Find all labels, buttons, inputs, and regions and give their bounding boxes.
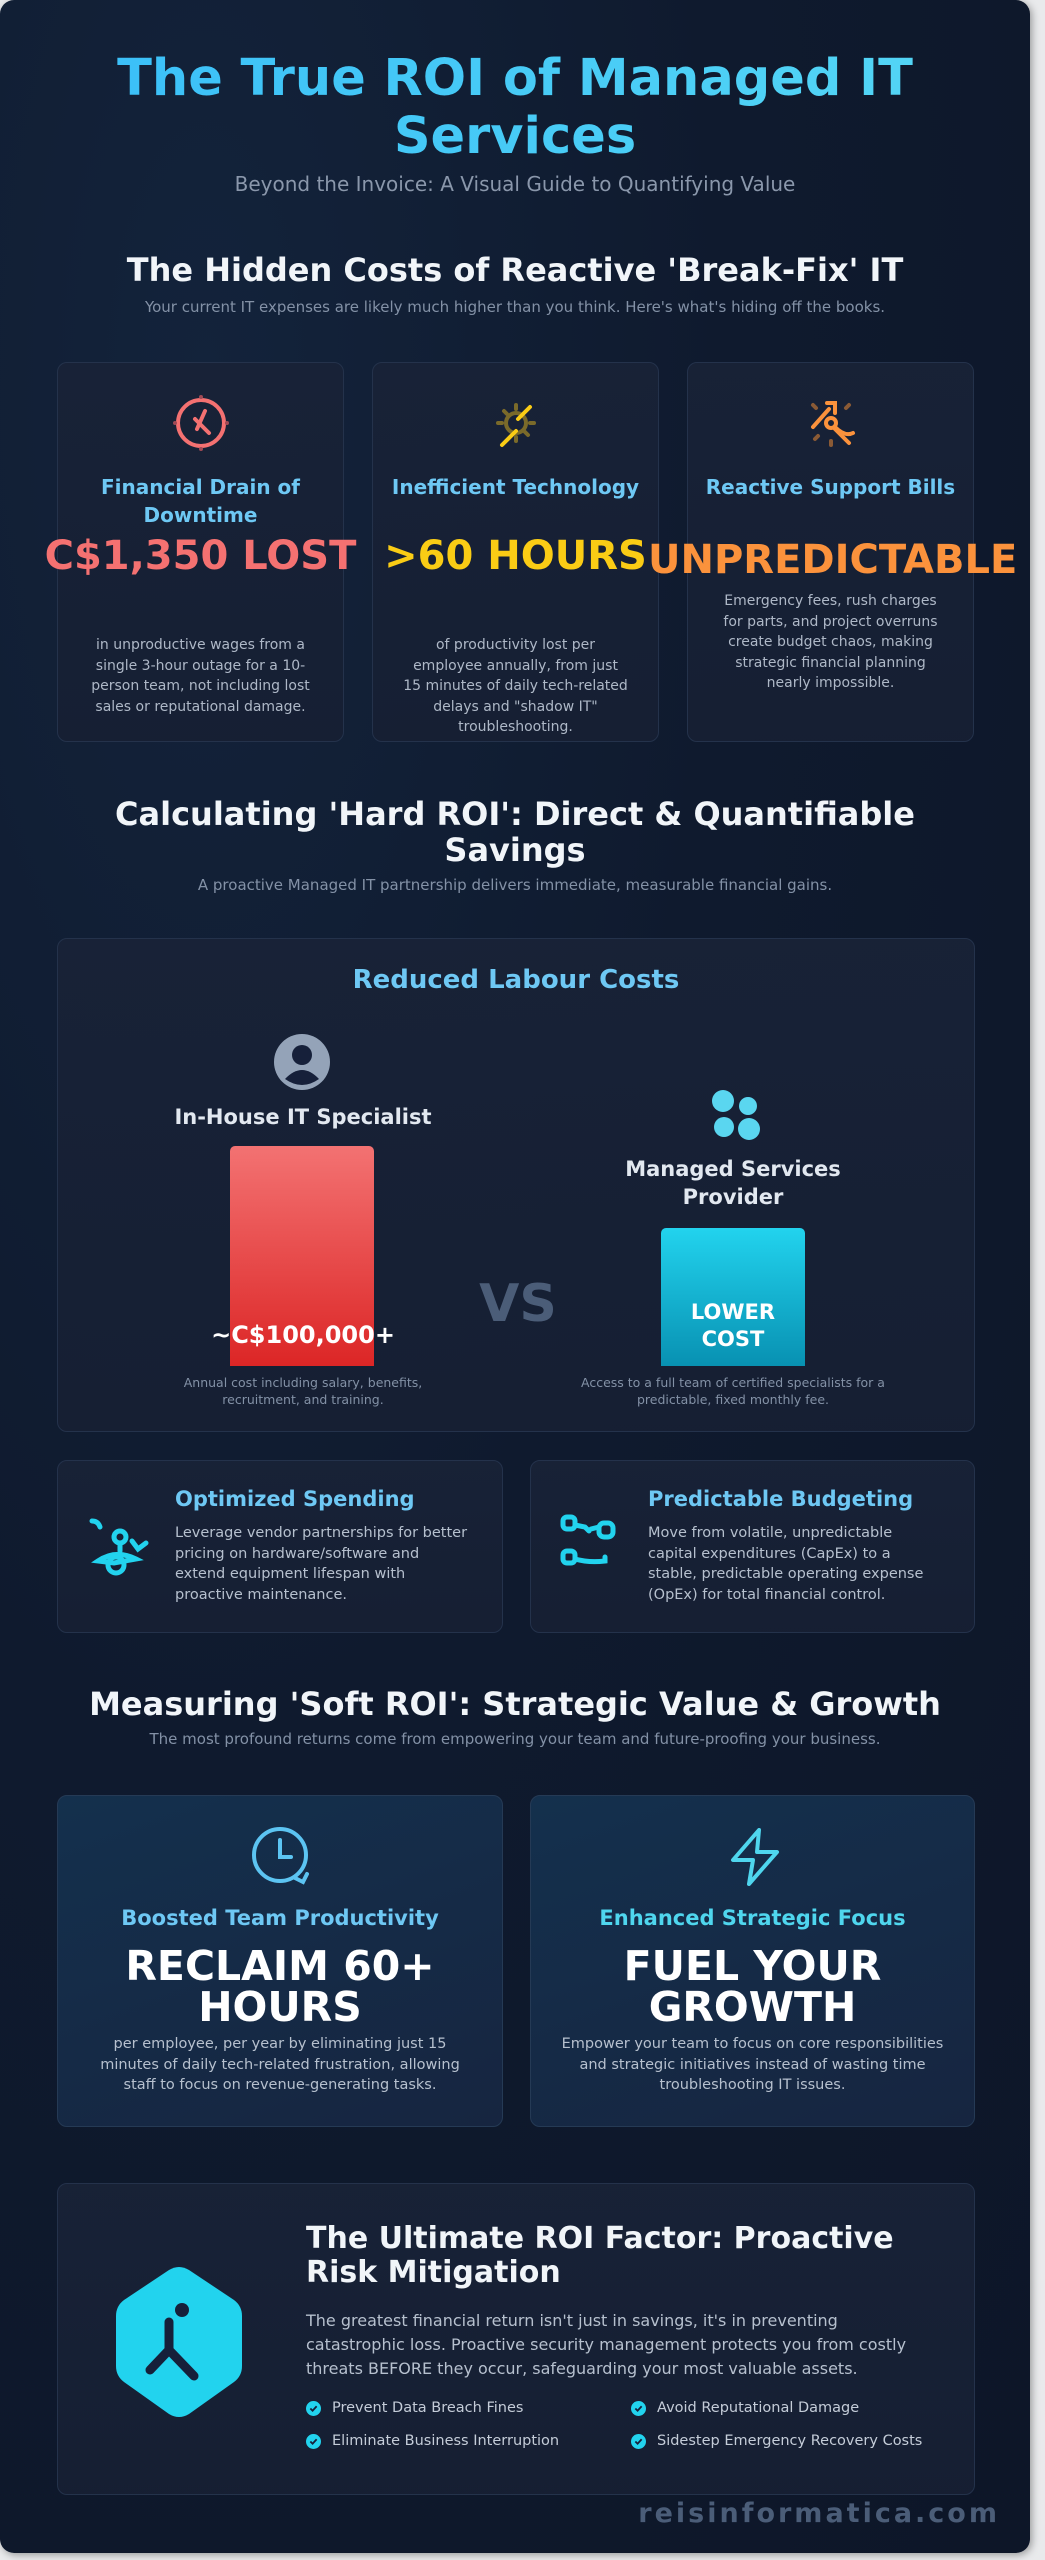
hidden-costs-subtitle: Your current IT expenses are likely much…: [144, 298, 886, 316]
cost-card-description: Emergency fees, rush charges for parts, …: [723, 593, 938, 691]
risk-benefit-label: Eliminate Business Interruption: [332, 2433, 560, 2449]
user-icon: [274, 1034, 330, 1090]
risk-benefit-item: Avoid Reputational Damage: [631, 2400, 946, 2416]
cost-card-title: Inefficient Technology: [391, 475, 640, 499]
broken-clock-icon: [172, 395, 229, 451]
team-icon: [712, 1090, 760, 1140]
check-circle-icon: [306, 2433, 321, 2449]
feature-card-optimized-spending: Optimized Spending Leverage vendor partn…: [57, 1460, 503, 1633]
cost-card-stat: >60 HOURS: [384, 533, 647, 579]
soft-card-title: Boosted Team Productivity: [121, 1906, 439, 1930]
in-house-note: Annual cost including salary, benefits, …: [183, 1375, 423, 1407]
cost-card-description: of productivity lost per employee annual…: [403, 637, 628, 735]
risk-benefit-label: Sidestep Emergency Recovery Costs: [657, 2433, 923, 2449]
page-title: The True ROI of Managed IT Services: [0, 50, 1030, 166]
shield-hex-icon: [116, 2267, 242, 2417]
hard-roi-subtitle: A proactive Managed IT partnership deliv…: [197, 876, 833, 894]
broken-gear-icon: [495, 403, 536, 447]
cost-card-title: Reactive Support Bills: [705, 475, 956, 499]
risk-benefits-list: Prevent Data Breach Fines Avoid Reputati…: [306, 2400, 946, 2449]
msp-label: Managed Services Provider: [625, 1157, 841, 1209]
labour-costs-title: Reduced Labour Costs: [352, 965, 680, 995]
check-circle-icon: [631, 2433, 646, 2449]
soft-card-stat: RECLAIM 60+ HOURS: [125, 1942, 435, 2031]
in-house-cost-value: ~C$100,000+: [211, 1321, 395, 1349]
soft-roi-title: Measuring 'Soft ROI': Strategic Value & …: [89, 1685, 941, 1723]
labour-costs-card: Reduced Labour Costs In-House IT Special…: [57, 938, 975, 1432]
msp-note: Access to a full team of certified speci…: [581, 1375, 885, 1407]
lightning-icon: [731, 1828, 779, 1886]
soft-roi-subtitle: The most profound returns come from empo…: [149, 1730, 881, 1748]
page-subtitle: Beyond the Invoice: A Visual Guide to Qu…: [234, 172, 796, 196]
soft-card-productivity: Boosted Team Productivity RECLAIM 60+ HO…: [57, 1795, 503, 2127]
soft-card-description: Empower your team to focus on core respo…: [561, 2036, 944, 2093]
cost-card-reactive-bills: Reactive Support Bills UNPREDICTABLE Eme…: [648, 362, 1017, 742]
clock-icon: [252, 1827, 309, 1885]
risk-benefit-label: Prevent Data Breach Fines: [332, 2400, 524, 2416]
cost-card-inefficient-tech: Inefficient Technology >60 HOURS of prod…: [372, 362, 659, 742]
feature-title: Optimized Spending: [175, 1487, 415, 1511]
footer-brand: reisinformatica.com: [638, 2498, 1000, 2529]
cost-card-stat: C$1,350 LOST: [44, 533, 357, 579]
risk-mitigation-card: The Ultimate ROI Factor: Proactive Risk …: [57, 2183, 975, 2495]
soft-card-title: Enhanced Strategic Focus: [599, 1906, 906, 1930]
cost-card-downtime: Financial Drain of Downtime C$1,350 LOST…: [45, 362, 356, 742]
hidden-costs-title: The Hidden Costs of Reactive 'Break-Fix'…: [126, 251, 904, 289]
risk-benefit-item: Prevent Data Breach Fines: [306, 2400, 631, 2416]
feature-description: Move from volatile, unpredictable capita…: [648, 1525, 924, 1603]
cost-card-title: Financial Drain of Downtime: [101, 475, 300, 527]
soft-card-description: per employee, per year by eliminating ju…: [100, 2036, 460, 2093]
budget-icon: [560, 1514, 616, 1566]
feature-description: Leverage vendor partnerships for better …: [175, 1525, 468, 1603]
risk-benefit-item: Sidestep Emergency Recovery Costs: [631, 2433, 946, 2449]
risk-title: The Ultimate ROI Factor: Proactive Risk …: [306, 2221, 894, 2290]
soft-card-strategic-focus: Enhanced Strategic Focus FUEL YOUR GROWT…: [530, 1795, 975, 2127]
check-circle-icon: [306, 2400, 321, 2416]
risk-benefit-item: Eliminate Business Interruption: [306, 2433, 631, 2449]
spending-icon: [89, 1518, 149, 1576]
cost-card-description: in unproductive wages from a single 3-ho…: [91, 637, 310, 715]
check-circle-icon: [631, 2400, 646, 2416]
risk-description: The greatest financial return isn't just…: [306, 2311, 907, 2378]
vs-label: VS: [479, 1274, 557, 1334]
cost-card-stat: UNPREDICTABLE: [648, 537, 1018, 583]
risk-benefit-label: Avoid Reputational Damage: [657, 2400, 860, 2416]
broken-tools-icon: [810, 401, 855, 447]
msp-cost-bar: [661, 1228, 805, 1366]
soft-card-stat: FUEL YOUR GROWTH: [623, 1942, 882, 2031]
hard-roi-title: Calculating 'Hard ROI': Direct & Quantif…: [115, 795, 915, 869]
feature-title: Predictable Budgeting: [648, 1487, 914, 1511]
msp-cost-value: LOWER COST: [690, 1300, 776, 1351]
in-house-cost-bar: [230, 1146, 374, 1366]
in-house-label: In-House IT Specialist: [174, 1105, 432, 1129]
feature-card-predictable-budgeting: Predictable Budgeting Move from volatile…: [530, 1460, 975, 1633]
